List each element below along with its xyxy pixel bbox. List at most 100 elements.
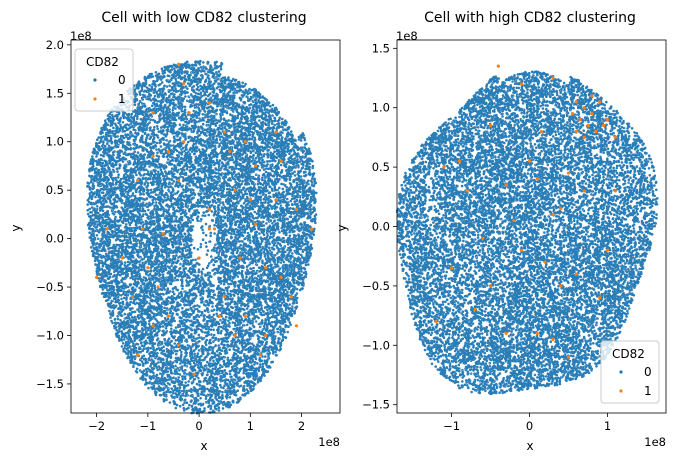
chart-title: Cell with low CD82 clustering [101, 10, 306, 26]
y-tick-label: −0.5 [36, 280, 64, 294]
series-1-point [253, 222, 258, 226]
series-1-point [570, 112, 575, 116]
series-1-point [535, 177, 539, 181]
legend-label-0: 0 [644, 365, 652, 379]
series-1-point [504, 183, 508, 187]
series-1-point [141, 227, 145, 231]
series-1-point [566, 355, 571, 359]
series-1-point [253, 164, 258, 168]
series-1-point [243, 140, 247, 144]
legend-title: CD82 [612, 347, 645, 361]
series-1-point [217, 314, 222, 318]
y-tick-label: −1.0 [36, 328, 64, 342]
series-1-point [512, 218, 516, 223]
x-tick-label: 1 [604, 419, 611, 433]
series-0-texture [401, 77, 654, 388]
series-1-point [197, 256, 201, 260]
x-offset-label: 1e8 [318, 435, 340, 449]
series-1-point [559, 207, 563, 211]
series-1-point [248, 198, 252, 202]
series-1-point [156, 285, 160, 289]
series-1-point [136, 178, 140, 183]
series-1-point [605, 248, 610, 252]
legend-marker-0 [619, 370, 623, 374]
series-1-point [223, 130, 227, 134]
chart-title: Cell with high CD82 clustering [424, 10, 636, 26]
series-1-point [274, 130, 278, 134]
series-1-point [238, 256, 242, 260]
series-1-point [434, 319, 438, 324]
series-1-point [95, 275, 99, 279]
series-1-point [457, 159, 461, 163]
series-1-point [151, 324, 155, 328]
x-tick-label: 0 [526, 419, 533, 433]
legend-label-1: 1 [118, 92, 126, 106]
series-1-point [543, 260, 547, 264]
legend-title: CD82 [86, 55, 119, 69]
series-1-point [481, 236, 485, 240]
legend-label-1: 1 [644, 384, 652, 398]
series-1-point [233, 188, 237, 192]
series-1-point [274, 198, 278, 202]
chart-panel-high-clustering: Cell with high CD82 clustering −1 0 1−1.5−… [335, 10, 667, 453]
legend-marker-0 [93, 78, 97, 82]
series-1-point [488, 123, 493, 128]
series-1-point [613, 135, 617, 140]
series-1-point [228, 149, 232, 154]
series-1-point [598, 296, 602, 300]
y-tick-label: −1.5 [362, 398, 390, 412]
series-1-point [578, 117, 582, 122]
series-1-point [520, 248, 524, 252]
series-1-point [598, 100, 602, 104]
series-1-point [177, 62, 181, 66]
series-1-point [166, 149, 170, 154]
x-tick-label: −1 [139, 419, 156, 433]
series-1-point [243, 314, 247, 318]
y-tick-label: 1.5 [372, 41, 390, 55]
series-1-point [449, 266, 454, 270]
y-tick-label: 1.0 [372, 101, 390, 115]
series-1-point [166, 314, 170, 318]
series-1-point [294, 324, 299, 328]
x-tick-label: 0 [195, 419, 202, 433]
series-1-point [605, 117, 610, 122]
series-0-points [86, 59, 318, 415]
axes: −2 −1 0 1 2 −1.5 −1.0 −0.5 0.0 0.5 1.0 1.5 2.0 [36, 38, 341, 433]
series-1-point [586, 123, 590, 128]
series-1-point [594, 129, 598, 134]
series-1-point [151, 154, 155, 158]
y-axis-label: y [335, 224, 349, 231]
series-1-point [442, 165, 446, 169]
series-1-point [590, 112, 594, 116]
series-1-point [146, 266, 150, 270]
scatter-plot-area [86, 59, 318, 415]
legend-frame [74, 48, 134, 112]
series-1-point [574, 272, 578, 276]
y-tick-label: −1.0 [362, 338, 390, 352]
series-1-point [130, 295, 135, 299]
series-1-point [187, 111, 191, 115]
series-1-point [136, 353, 140, 357]
x-axis-label: x [526, 439, 533, 453]
series-1-point [279, 275, 283, 279]
series-1-point [212, 227, 217, 231]
series-1-point [465, 189, 469, 193]
y-tick-label: −1.5 [36, 377, 64, 391]
series-1-point [520, 82, 524, 86]
axes-frame [70, 39, 341, 414]
series-1-point [488, 284, 493, 288]
y-tick-label: 0.5 [372, 160, 390, 174]
legend-frame [600, 340, 660, 404]
series-1-point [582, 189, 586, 193]
y-tick-label: 0.5 [46, 183, 64, 197]
y-tick-label: 2.0 [46, 38, 64, 52]
series-1-point [192, 372, 196, 376]
series-1-point [504, 331, 508, 336]
axes: −1 0 1 −1.5 −1.0 −0.5 0.0 0.5 1.0 1.5 [362, 39, 667, 433]
y-tick-label: 0.0 [46, 232, 64, 246]
series-1-point [182, 81, 186, 86]
series-1-point [264, 333, 268, 338]
y-offset-label: 1e8 [396, 29, 418, 43]
series-1-point [566, 171, 571, 175]
